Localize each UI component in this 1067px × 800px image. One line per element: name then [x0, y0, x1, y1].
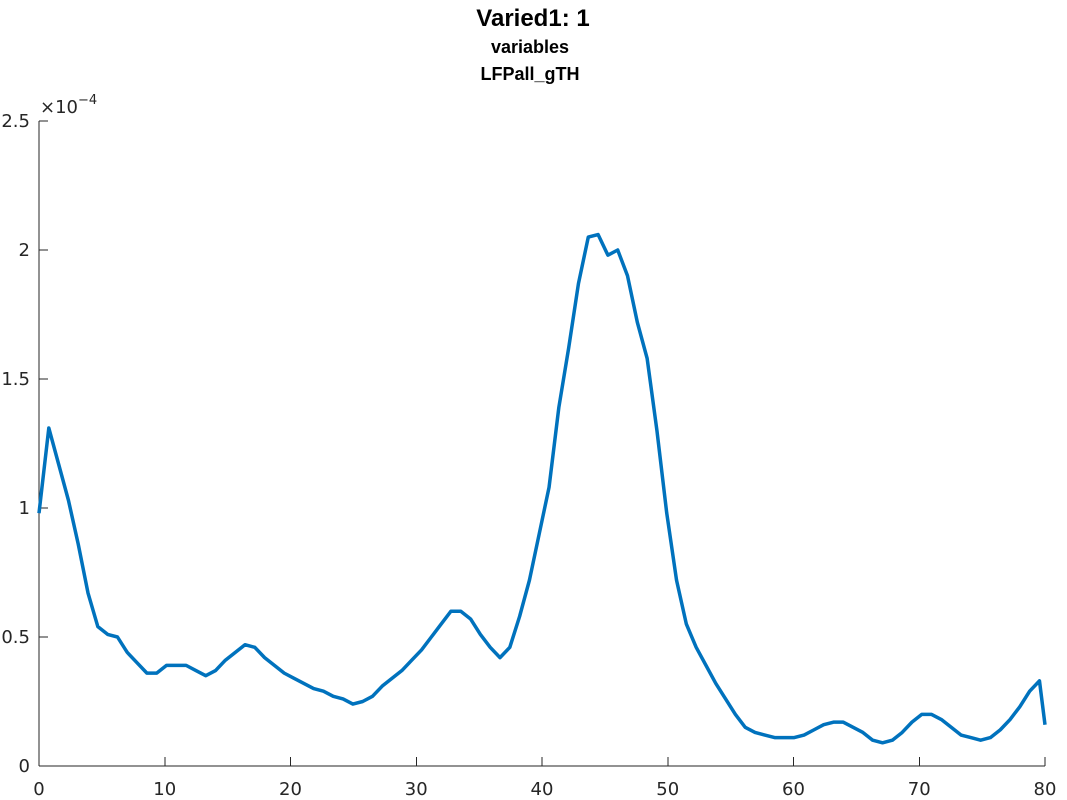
x-tick-label: 10 — [153, 779, 176, 800]
x-axis-ticks: 0 10 20 30 40 50 60 70 80 — [33, 757, 1056, 800]
y-tick-label: 2 — [19, 240, 30, 261]
chart-subtitle-line-2: LFPall_gTH — [480, 64, 579, 84]
y-tick-label: 2.5 — [1, 111, 30, 132]
x-tick-label: 0 — [33, 779, 44, 800]
series-line — [37, 232, 1047, 745]
y-exponent-base: ×10 — [40, 97, 78, 118]
chart-title: Varied1: 1 — [476, 5, 589, 32]
x-tick-label: 30 — [405, 779, 428, 800]
y-tick-label: 1 — [19, 498, 30, 519]
chart-subtitle-line-1: variables — [491, 37, 569, 57]
y-axis-exponent: ×10 −4 — [40, 93, 97, 118]
x-tick-label: 60 — [782, 779, 805, 800]
y-exponent-power: −4 — [78, 93, 97, 108]
x-tick-label: 70 — [908, 779, 931, 800]
x-tick-label: 80 — [1034, 779, 1057, 800]
x-tick-label: 50 — [656, 779, 679, 800]
x-tick-label: 20 — [279, 779, 302, 800]
series-layer — [37, 232, 1047, 745]
y-tick-label: 1.5 — [1, 369, 30, 390]
y-axis-ticks: 0 0.5 1 1.5 2 2.5 — [1, 111, 48, 777]
y-tick-label: 0 — [19, 756, 30, 777]
y-tick-label: 0.5 — [1, 627, 30, 648]
x-tick-label: 40 — [531, 779, 554, 800]
